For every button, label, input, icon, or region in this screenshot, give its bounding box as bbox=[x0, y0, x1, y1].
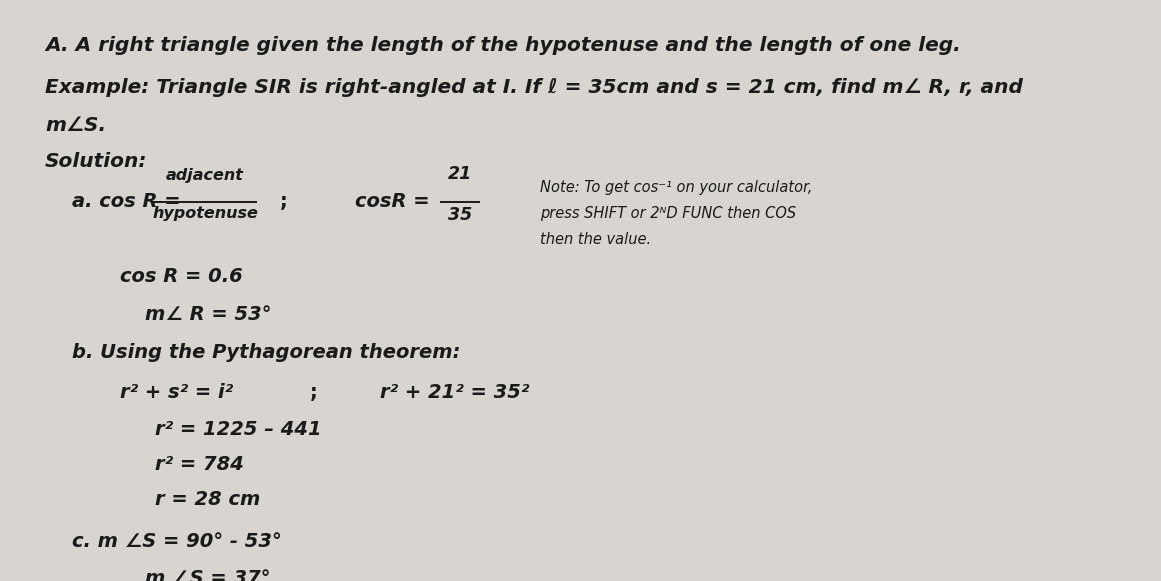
Text: r² = 784: r² = 784 bbox=[156, 455, 244, 474]
Text: ;: ; bbox=[280, 192, 288, 211]
Text: hypotenuse: hypotenuse bbox=[152, 206, 258, 221]
Text: c. m ∠S = 90° - 53°: c. m ∠S = 90° - 53° bbox=[72, 532, 282, 551]
Text: r² = 1225 – 441: r² = 1225 – 441 bbox=[156, 420, 322, 439]
Text: 35: 35 bbox=[448, 206, 473, 224]
Text: b. Using the Pythagorean theorem:: b. Using the Pythagorean theorem: bbox=[72, 343, 461, 362]
Text: m∠S.: m∠S. bbox=[45, 116, 106, 135]
Text: adjacent: adjacent bbox=[166, 168, 244, 183]
Text: m∠ R = 53°: m∠ R = 53° bbox=[145, 305, 272, 324]
Text: r = 28 cm: r = 28 cm bbox=[156, 490, 260, 509]
Text: A. A right triangle given the length of the hypotenuse and the length of one leg: A. A right triangle given the length of … bbox=[45, 36, 961, 55]
Text: r² + s² = i²: r² + s² = i² bbox=[120, 383, 233, 402]
Text: then the value.: then the value. bbox=[540, 232, 651, 247]
Text: cos R = 0.6: cos R = 0.6 bbox=[120, 267, 243, 286]
Text: cosR =: cosR = bbox=[355, 192, 430, 211]
Text: a. cos R =: a. cos R = bbox=[72, 192, 181, 211]
Text: Solution:: Solution: bbox=[45, 152, 147, 171]
Text: 21: 21 bbox=[448, 165, 473, 183]
Text: r² + 21² = 35²: r² + 21² = 35² bbox=[380, 383, 529, 402]
Text: press SHIFT or 2ᴺD FUNC then COS: press SHIFT or 2ᴺD FUNC then COS bbox=[540, 206, 796, 221]
Text: Example: Triangle SIR is right-angled at I. If ℓ = 35cm and s = 21 cm, find m∠ R: Example: Triangle SIR is right-angled at… bbox=[45, 78, 1023, 97]
Text: ;: ; bbox=[310, 383, 318, 402]
Text: Note: To get cos⁻¹ on your calculator,: Note: To get cos⁻¹ on your calculator, bbox=[540, 180, 813, 195]
Text: m ∠S = 37°: m ∠S = 37° bbox=[145, 569, 271, 581]
